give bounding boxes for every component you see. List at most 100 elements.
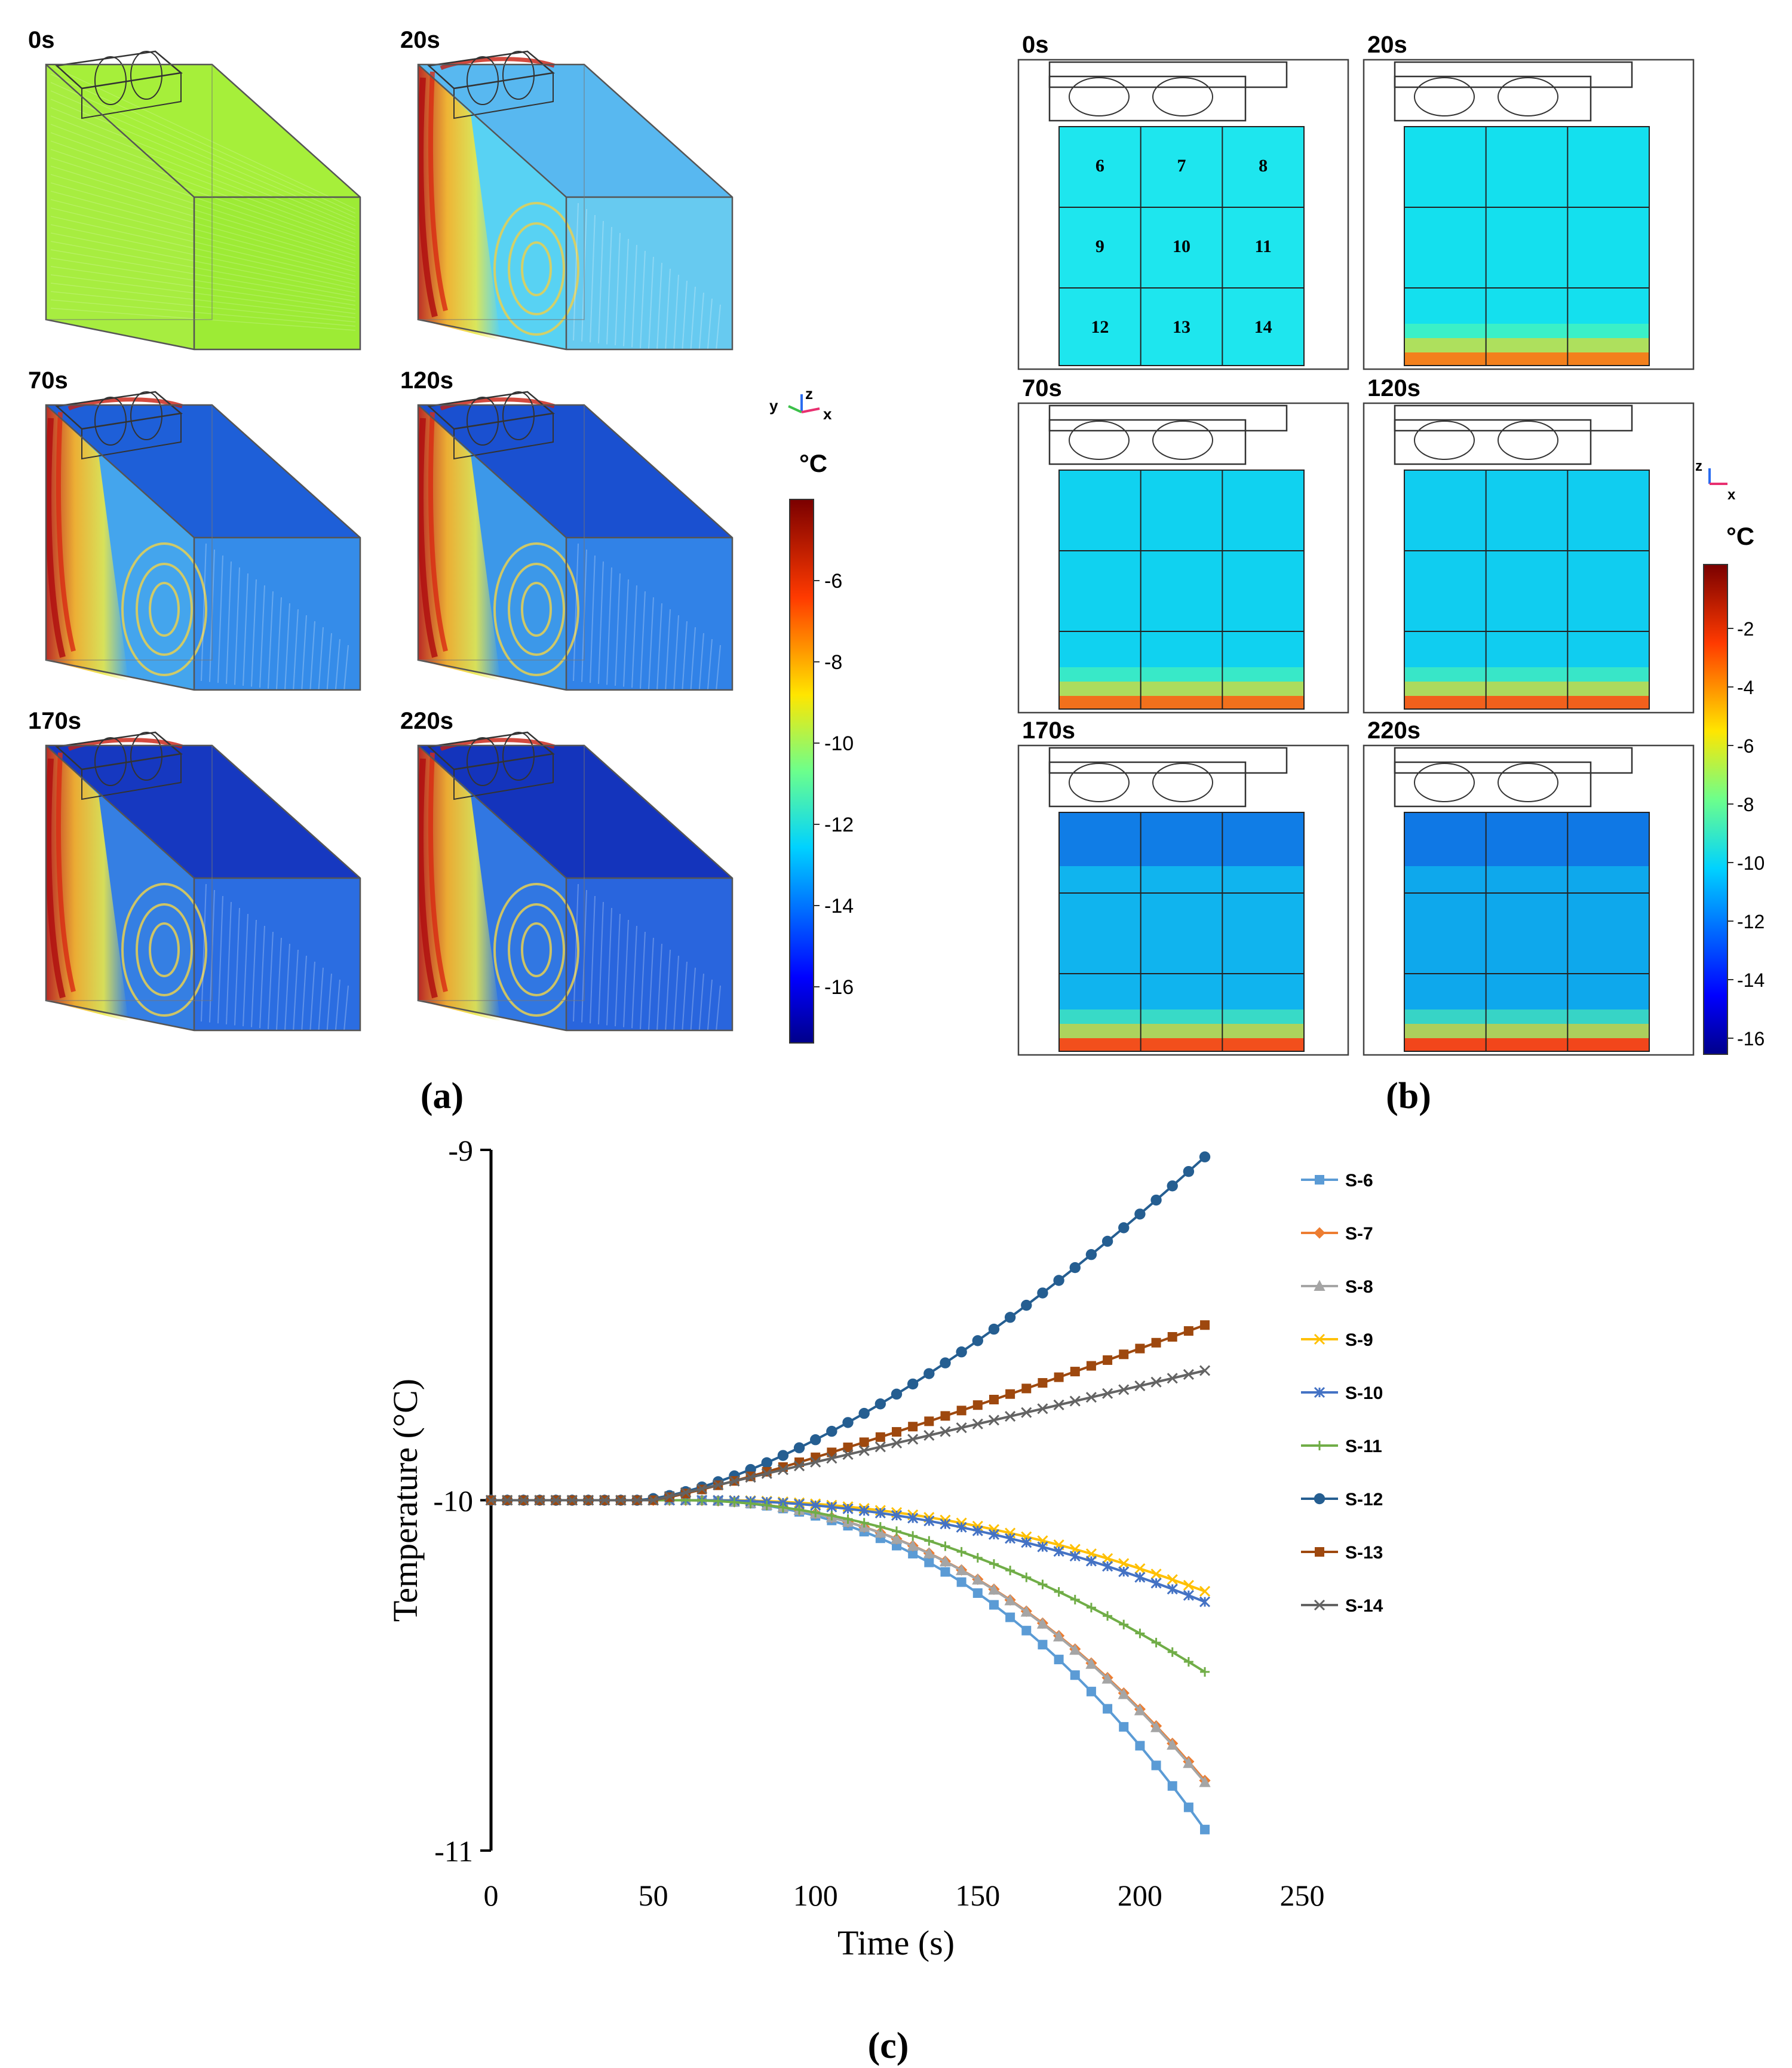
data-point: [1315, 1175, 1324, 1185]
data-point: [1151, 1637, 1161, 1647]
y-axis-label: y: [769, 397, 778, 415]
streamline: [690, 627, 696, 695]
fan-outline: [94, 397, 127, 446]
streamline: [615, 232, 621, 346]
data-point: [826, 1501, 837, 1512]
series-s-14: [485, 1365, 1211, 1506]
section-snapshot: 70s: [1017, 375, 1349, 714]
streamline: [251, 579, 257, 687]
streamline: [640, 591, 646, 689]
data-point: [1315, 1547, 1324, 1557]
colorbar-tick-label: -2: [1737, 618, 1754, 640]
data-point: [1151, 1337, 1161, 1348]
streamline: [428, 71, 448, 311]
data-point: [1134, 1563, 1146, 1575]
streamline: [418, 418, 438, 658]
streamline: [343, 985, 349, 1038]
data-point: [1199, 1365, 1211, 1376]
data-point: [956, 1346, 967, 1358]
streamline: [50, 107, 356, 231]
vortex-streamline: [493, 883, 579, 1017]
data-point: [972, 1588, 983, 1598]
streamline: [640, 931, 646, 1029]
box-hidden-edge: [418, 405, 585, 661]
data-point: [858, 1407, 870, 1419]
streamline: [631, 244, 637, 348]
streamline: [56, 412, 76, 652]
streamline: [50, 182, 356, 268]
x-axis-arrow: [801, 407, 820, 413]
streamline: [615, 573, 621, 686]
evaporator-housing: [1394, 75, 1592, 122]
streamline: [234, 567, 240, 685]
data-point: [908, 1548, 918, 1558]
data-point: [1135, 1343, 1145, 1354]
data-point: [1199, 1776, 1211, 1787]
series-s-10: [485, 1495, 1211, 1607]
data-point: [1037, 1403, 1048, 1415]
panel-a: 0s 20s 70s 120s 170s 220s z y x °C -6 -8 -10 -12 -14 -1…: [28, 27, 854, 1044]
streamline: [318, 967, 324, 1035]
sensor-cell-label: 10: [1173, 237, 1190, 256]
data-point: [582, 1495, 594, 1506]
sensor-cell-label: 12: [1091, 317, 1109, 337]
series-line: [491, 1499, 1205, 1593]
data-point: [1036, 1618, 1049, 1629]
data-point: [1005, 1411, 1016, 1422]
streamline: [590, 214, 596, 343]
streamline: [50, 73, 356, 214]
vortex-streamline: [136, 563, 193, 656]
data-point: [697, 1495, 707, 1505]
data-point: [1200, 1320, 1210, 1330]
streamline: [243, 913, 248, 1027]
legend-label: S-11: [1345, 1437, 1382, 1456]
streamline: [50, 165, 356, 260]
data-point: [907, 1539, 919, 1551]
data-point: [1053, 1546, 1064, 1557]
data-point: [1118, 1384, 1130, 1395]
data-point: [745, 1472, 756, 1483]
data-point: [566, 1495, 578, 1506]
data-point: [1085, 1658, 1097, 1669]
box-top-face: [418, 405, 732, 538]
data-point: [826, 1425, 837, 1437]
data-point: [891, 1388, 903, 1400]
streamline: [656, 943, 662, 1032]
data-point: [1069, 1643, 1081, 1655]
evaporator-housing: [1394, 419, 1592, 465]
data-point: [1134, 1380, 1146, 1392]
data-point: [1314, 1227, 1325, 1239]
warm-bottom-layer: [1059, 1024, 1304, 1038]
colorbar-a: °C -6 -8 -10 -12 -14 -16: [789, 449, 854, 1044]
data-point: [842, 1417, 854, 1428]
data-point: [1101, 1673, 1113, 1684]
data-point: [989, 1395, 999, 1405]
series-line: [491, 1499, 1206, 1830]
streamline: [50, 115, 356, 235]
streamline: [715, 985, 721, 1038]
fan-outline: [1069, 77, 1130, 116]
vortex-streamline: [493, 542, 579, 676]
series-line: [491, 1499, 1206, 1783]
box-left-face: [46, 65, 194, 349]
data-point: [1200, 1667, 1210, 1677]
data-point: [1150, 1578, 1162, 1589]
data-point: [1183, 1579, 1194, 1591]
streamline: [276, 937, 282, 1030]
streamline: [50, 157, 356, 256]
data-point: [972, 1400, 983, 1410]
series-s-12: [485, 1151, 1211, 1506]
data-point: [729, 1475, 740, 1487]
data-point: [1070, 1670, 1080, 1680]
data-point: [534, 1495, 545, 1506]
data-point: [1119, 1349, 1129, 1360]
streamline: [615, 913, 621, 1027]
streamline: [707, 298, 713, 356]
data-point: [1103, 1704, 1113, 1714]
y-tick-label: -10: [433, 1484, 473, 1518]
data-point: [810, 1434, 821, 1446]
data-point: [907, 1434, 919, 1445]
streamline: [598, 220, 604, 343]
evaporator-box: [81, 753, 182, 800]
data-point: [1086, 1361, 1096, 1371]
